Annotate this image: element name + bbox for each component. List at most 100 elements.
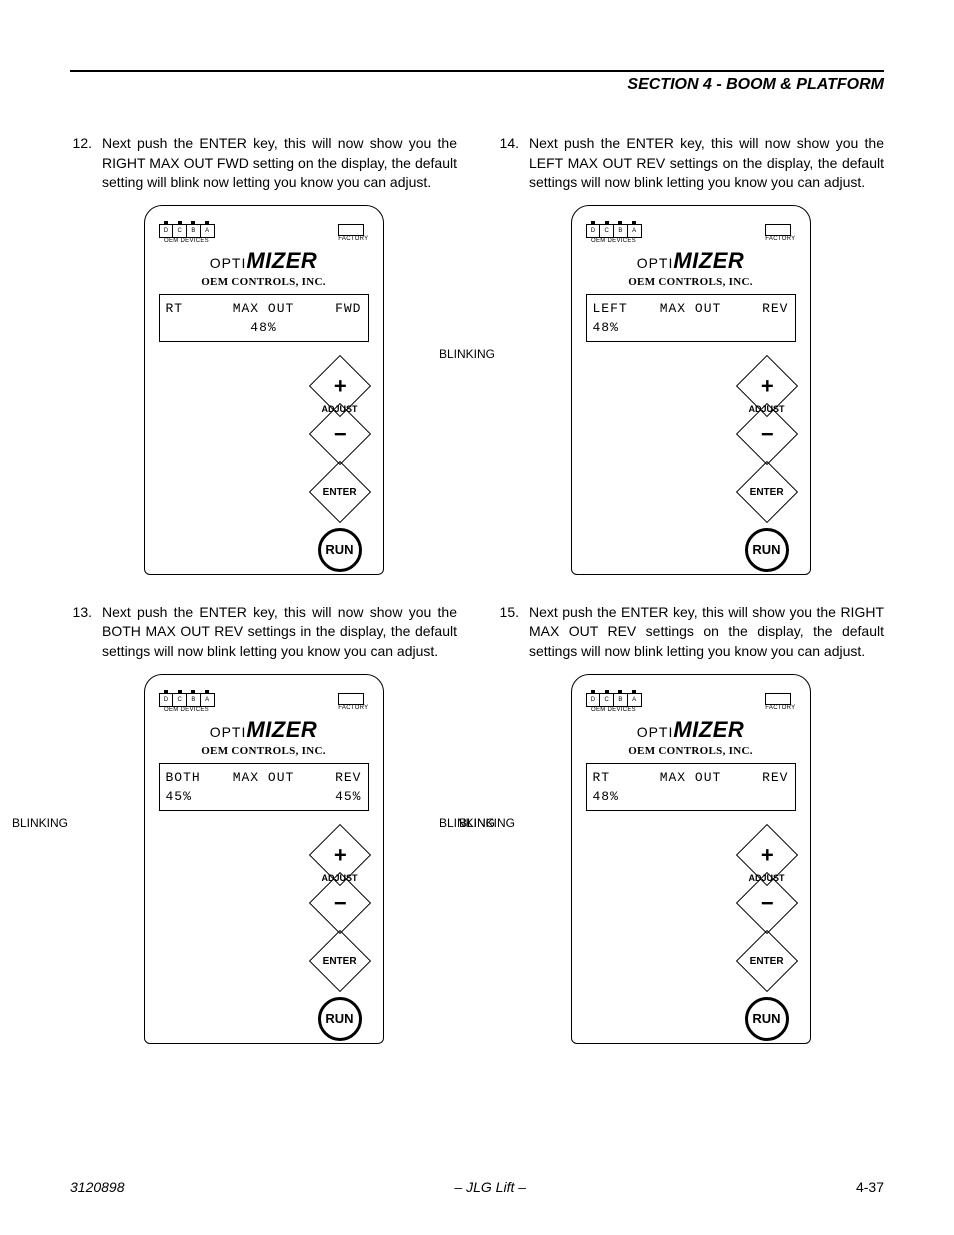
enter-label: ENTER xyxy=(750,955,784,966)
page-footer: 3120898 – JLG Lift – 4-37 xyxy=(70,1179,884,1195)
oem-devices-label: OEM DEVICES xyxy=(586,707,642,713)
lcd-r1-center: MAX OUT xyxy=(223,301,304,316)
factory-port-block: FACTORY xyxy=(338,224,368,242)
minus-icon: − xyxy=(760,423,773,445)
minus-icon: − xyxy=(333,892,346,914)
optimizer-panel-0: DCBA OEM DEVICES FACTORY OPTIMIZER OEM C… xyxy=(70,205,457,575)
brand-subtitle: OEM CONTROLS, INC. xyxy=(586,276,796,288)
controls-column: + ADJUST − ENTER RUN xyxy=(315,833,365,1041)
brand-subtitle: OEM CONTROLS, INC. xyxy=(159,276,369,288)
left-column: 12. Next push the ENTER key, this will n… xyxy=(70,134,457,1072)
optimizer-panel-2: BLINKING DCBA OEM DEVICES FACTORY OPTIMI… xyxy=(497,205,884,575)
lcd-r2-center xyxy=(223,789,304,804)
oem-devices-label: OEM DEVICES xyxy=(159,238,215,244)
footer-doc-number: 3120898 xyxy=(70,1179,125,1195)
factory-label: FACTORY xyxy=(338,705,368,711)
brand-line: OPTIMIZER xyxy=(586,248,796,274)
lcd-r2-center: 48% xyxy=(223,320,304,335)
instruction-step: 13. Next push the ENTER key, this will n… xyxy=(70,603,457,662)
blinking-label-left: BLINKING xyxy=(12,816,68,830)
brand-opti: OPTI xyxy=(637,724,674,740)
run-button[interactable]: RUN xyxy=(745,528,789,572)
lcd-r2-left: 45% xyxy=(166,789,224,804)
blinking-label-left: BLINKING xyxy=(439,347,495,361)
factory-port-block: FACTORY xyxy=(338,693,368,711)
enter-button[interactable]: ENTER xyxy=(308,929,370,991)
panel-body: DCBA OEM DEVICES FACTORY OPTIMIZER OEM C… xyxy=(144,205,384,575)
lcd-row-2: 45% 45% xyxy=(166,789,362,804)
brand-line: OPTIMIZER xyxy=(586,717,796,743)
adjust-group: + ADJUST − xyxy=(315,364,365,456)
instruction-step: 12. Next push the ENTER key, this will n… xyxy=(70,134,457,193)
factory-port-icon xyxy=(765,693,791,705)
run-label: RUN xyxy=(752,542,780,557)
dip-switch-icon: DCBA xyxy=(159,693,215,707)
dip-switch-block: DCBA OEM DEVICES xyxy=(159,693,215,713)
enter-button[interactable]: ENTER xyxy=(735,929,797,991)
brand-mizer: MIZER xyxy=(673,248,744,273)
run-label: RUN xyxy=(325,1011,353,1026)
brand-subtitle: OEM CONTROLS, INC. xyxy=(159,745,369,757)
step-number: 14. xyxy=(497,134,529,193)
dip-switch-block: DCBA OEM DEVICES xyxy=(159,224,215,244)
lcd-r2-left xyxy=(166,320,224,335)
lcd-row-1: RT MAX OUT FWD xyxy=(166,301,362,316)
lcd-r1-right: REV xyxy=(304,770,362,785)
lcd-display: RT MAX OUT REV 48% xyxy=(586,763,796,811)
lcd-r2-left: 48% xyxy=(593,789,651,804)
brand-opti: OPTI xyxy=(637,255,674,271)
instruction-step: 15. Next push the ENTER key, this will s… xyxy=(497,603,884,662)
dip-switch-icon: DCBA xyxy=(586,693,642,707)
step-text: Next push the ENTER key, this will show … xyxy=(529,603,884,662)
optimizer-panel-3: BLINKING DCBA OEM DEVICES FACTORY OPTIMI… xyxy=(497,674,884,1044)
brand-line: OPTIMIZER xyxy=(159,717,369,743)
step-number: 12. xyxy=(70,134,102,193)
lcd-row-1: BOTH MAX OUT REV xyxy=(166,770,362,785)
panel-top-row: DCBA OEM DEVICES FACTORY xyxy=(159,224,369,244)
minus-icon: − xyxy=(760,892,773,914)
oem-devices-label: OEM DEVICES xyxy=(586,238,642,244)
lcd-r1-left: RT xyxy=(166,301,224,316)
factory-port-block: FACTORY xyxy=(765,693,795,711)
enter-button[interactable]: ENTER xyxy=(735,461,797,523)
enter-button[interactable]: ENTER xyxy=(308,461,370,523)
factory-port-icon xyxy=(765,224,791,236)
enter-label: ENTER xyxy=(750,486,784,497)
lcd-r1-right: FWD xyxy=(304,301,362,316)
instruction-step: 14. Next push the ENTER key, this will n… xyxy=(497,134,884,193)
lcd-display: BOTH MAX OUT REV 45% 45% xyxy=(159,763,369,811)
panel-top-row: DCBA OEM DEVICES FACTORY xyxy=(159,693,369,713)
controls-column: + ADJUST − ENTER RUN xyxy=(742,364,792,572)
minus-icon: − xyxy=(333,423,346,445)
panel-body: DCBA OEM DEVICES FACTORY OPTIMIZER OEM C… xyxy=(144,674,384,1044)
enter-label: ENTER xyxy=(323,955,357,966)
optimizer-panel-1: BLINKINGBLINKING DCBA OEM DEVICES FACTOR… xyxy=(70,674,457,1044)
lcd-display: RT MAX OUT FWD 48% xyxy=(159,294,369,342)
lcd-r2-center xyxy=(650,789,731,804)
plus-icon: + xyxy=(333,844,346,866)
run-button[interactable]: RUN xyxy=(318,997,362,1041)
adjust-group: + ADJUST − xyxy=(742,833,792,925)
step-text: Next push the ENTER key, this will now s… xyxy=(529,134,884,193)
adjust-group: + ADJUST − xyxy=(315,833,365,925)
plus-icon: + xyxy=(760,844,773,866)
lcd-row-2: 48% xyxy=(593,320,789,335)
brand-mizer: MIZER xyxy=(246,717,317,742)
brand-subtitle: OEM CONTROLS, INC. xyxy=(586,745,796,757)
run-button[interactable]: RUN xyxy=(745,997,789,1041)
brand-mizer: MIZER xyxy=(673,717,744,742)
lcd-r1-center: MAX OUT xyxy=(223,770,304,785)
run-label: RUN xyxy=(325,542,353,557)
run-label: RUN xyxy=(752,1011,780,1026)
lcd-row-1: RT MAX OUT REV xyxy=(593,770,789,785)
oem-devices-label: OEM DEVICES xyxy=(159,707,215,713)
footer-page-number: 4-37 xyxy=(856,1179,884,1195)
lcd-row-2: 48% xyxy=(593,789,789,804)
lcd-display: LEFT MAX OUT REV 48% xyxy=(586,294,796,342)
factory-port-icon xyxy=(338,224,364,236)
lcd-r1-right: REV xyxy=(731,770,789,785)
run-button[interactable]: RUN xyxy=(318,528,362,572)
lcd-r2-right xyxy=(731,320,789,335)
content-columns: 12. Next push the ENTER key, this will n… xyxy=(70,134,884,1072)
lcd-r1-left: RT xyxy=(593,770,651,785)
